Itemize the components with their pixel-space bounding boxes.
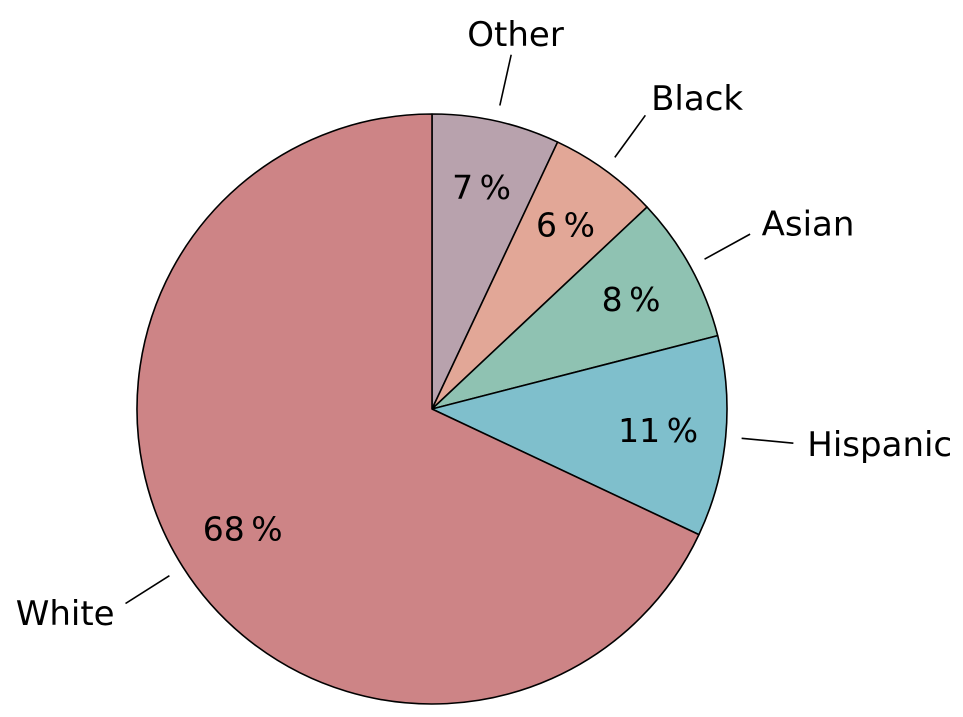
category-labels: Other Black Asian Hispanic White bbox=[16, 15, 952, 634]
category-label-hispanic: Hispanic bbox=[807, 425, 952, 465]
percent-label-black: 6 % bbox=[536, 206, 595, 245]
pie-slice-hispanic bbox=[431, 334, 728, 536]
leader-line-other bbox=[499, 54, 512, 106]
percent-label-asian: 8 % bbox=[602, 280, 661, 319]
category-label-other: Other bbox=[467, 15, 564, 55]
leader-lines bbox=[125, 54, 794, 605]
percent-label-white: 68 % bbox=[203, 510, 283, 549]
percent-label-hispanic: 11 % bbox=[618, 411, 698, 450]
leader-line-asian bbox=[704, 233, 751, 260]
percent-labels: 7 % 6 %8 % 11 % 68 % bbox=[203, 168, 698, 549]
percent-label-other: 7 % bbox=[452, 168, 511, 207]
category-label-black: Black bbox=[651, 79, 743, 119]
category-label-asian: Asian bbox=[762, 204, 855, 244]
category-label-white: White bbox=[16, 594, 115, 634]
leader-line-black bbox=[614, 114, 647, 158]
pie-slice-other bbox=[431, 113, 559, 410]
leader-line-hispanic bbox=[741, 437, 794, 444]
pie-slice-white bbox=[136, 113, 700, 705]
pie-slices bbox=[136, 113, 728, 705]
leader-line-white bbox=[125, 574, 170, 605]
pie-slice-asian bbox=[431, 206, 719, 410]
